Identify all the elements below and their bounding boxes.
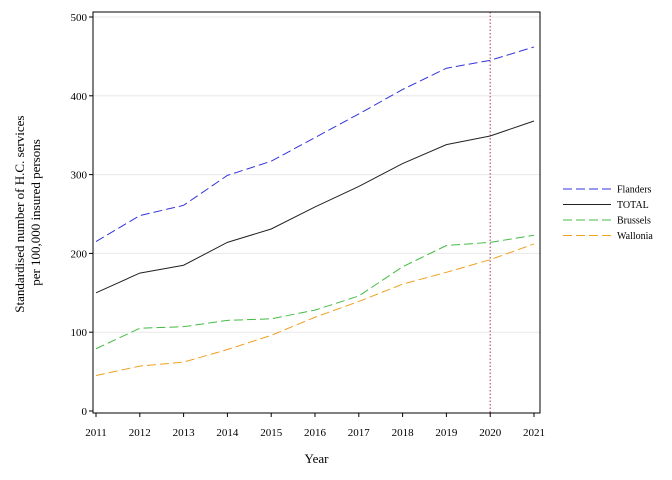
y-tick-label: 100 bbox=[71, 327, 88, 339]
series-line-wallonia bbox=[95, 243, 535, 377]
legend-label-total: TOTAL bbox=[617, 200, 649, 211]
y-tick-label: 300 bbox=[71, 170, 88, 182]
plot-frame bbox=[92, 11, 541, 414]
y-tick-label: 400 bbox=[71, 91, 88, 103]
y-tick-label: 200 bbox=[71, 248, 88, 260]
x-tick-label: 2016 bbox=[304, 427, 327, 439]
x-tick-label: 2014 bbox=[216, 427, 239, 439]
x-tick-label: 2019 bbox=[435, 427, 458, 439]
x-tick-label: 2012 bbox=[129, 427, 151, 439]
y-axis-title: Standardised number of H.C. services per… bbox=[12, 112, 43, 312]
x-axis-title: Year bbox=[305, 451, 330, 466]
x-tick-label: 2021 bbox=[523, 427, 545, 439]
series-line-flanders bbox=[95, 46, 535, 243]
x-tick-label: 2015 bbox=[260, 427, 283, 439]
legend-label-brussels: Brussels bbox=[617, 216, 651, 227]
y-tick-label: 500 bbox=[71, 12, 88, 24]
x-axis-ticks: 2011 2012 2013 2014 2015 2016 2017 2018 2019 2020… bbox=[85, 413, 545, 439]
series-lines bbox=[95, 46, 535, 377]
y-tick-label: 0 bbox=[82, 406, 88, 418]
gridlines bbox=[93, 16, 540, 333]
x-tick-label: 2017 bbox=[348, 427, 371, 439]
legend: Flanders TOTAL Brussels Wallonia bbox=[563, 185, 653, 242]
x-tick-label: 2020 bbox=[479, 427, 502, 439]
series-line-brussels bbox=[95, 234, 535, 350]
x-tick-label: 2011 bbox=[85, 427, 107, 439]
legend-label-flanders: Flanders bbox=[617, 185, 652, 196]
y-axis-title-line-1: Standardised number of H.C. services bbox=[12, 116, 27, 313]
y-axis-title-line-2: per 100,000 insured persons bbox=[28, 139, 43, 286]
x-tick-label: 2018 bbox=[392, 427, 415, 439]
series-line-total bbox=[95, 120, 535, 294]
x-tick-label: 2013 bbox=[173, 427, 196, 439]
legend-label-wallonia: Wallonia bbox=[617, 231, 653, 242]
y-axis-ticks: 0 100 200 300 400 500 bbox=[71, 12, 93, 418]
